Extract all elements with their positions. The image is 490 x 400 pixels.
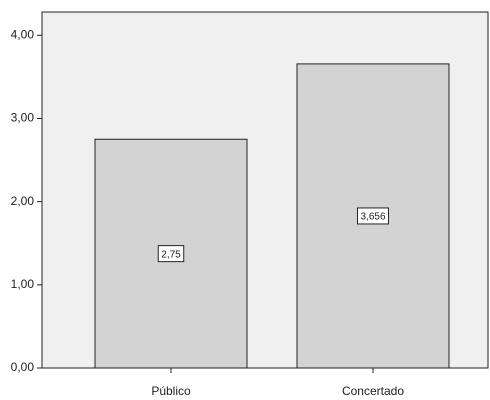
value-label-box [157,245,185,263]
x-tick-label: Público [151,384,191,398]
y-tick-label: 4,00 [11,27,35,41]
y-tick-label: 2,00 [11,194,35,208]
x-tick-label: Concertado [342,384,404,398]
y-tick-label: 1,00 [11,277,35,291]
value-label-box [356,207,390,225]
y-tick-label: 3,00 [11,111,35,125]
value-label: 2,75 [161,249,181,260]
y-tick-label: 0,00 [11,360,35,374]
value-label: 3,656 [360,212,385,223]
